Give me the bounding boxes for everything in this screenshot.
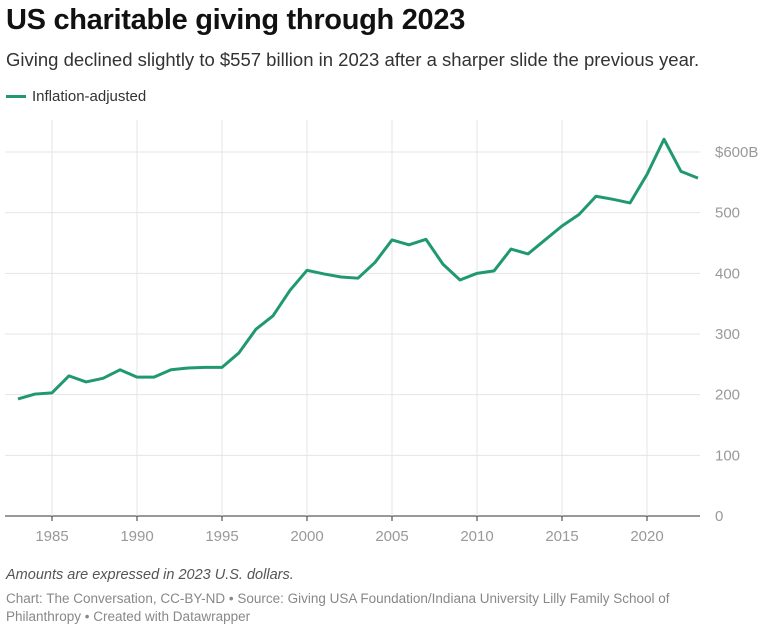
x-tick-label: 2005 [375, 528, 408, 545]
chart-source: Chart: The Conversation, CC-BY-ND • Sour… [6, 591, 670, 624]
y-tick-label: 500 [715, 205, 740, 222]
line-chart: 0 100 200 300 400 500 $600B 1985 1990 1995 2000 20… [5, 120, 758, 545]
x-tick-label: 2015 [545, 528, 578, 545]
y-tick-label: 0 [715, 508, 723, 525]
legend-swatch [6, 95, 26, 98]
legend-label: Inflation-adjusted [32, 88, 147, 105]
x-tick-label: 2020 [630, 528, 663, 545]
y-tick-label: 200 [715, 387, 740, 404]
chart-title: US charitable giving through 2023 [6, 4, 466, 36]
chart-note: Amounts are expressed in 2023 U.S. dolla… [6, 567, 294, 583]
x-tick-label: 1985 [35, 528, 68, 545]
x-tick-label: 1990 [120, 528, 153, 545]
x-tick-label: 1995 [205, 528, 238, 545]
x-tick-label: 2000 [290, 528, 323, 545]
y-tick-label: 100 [715, 447, 740, 464]
y-tick-label: 400 [715, 265, 740, 282]
series-line-inflation-adjusted [17, 137, 699, 401]
legend: Inflation-adjusted [6, 88, 146, 105]
y-tick-label: 300 [715, 326, 740, 343]
y-tick-label: $600B [715, 144, 758, 161]
chart-subtitle: Giving declined slightly to $557 billion… [6, 49, 700, 70]
x-tick-label: 2010 [460, 528, 493, 545]
